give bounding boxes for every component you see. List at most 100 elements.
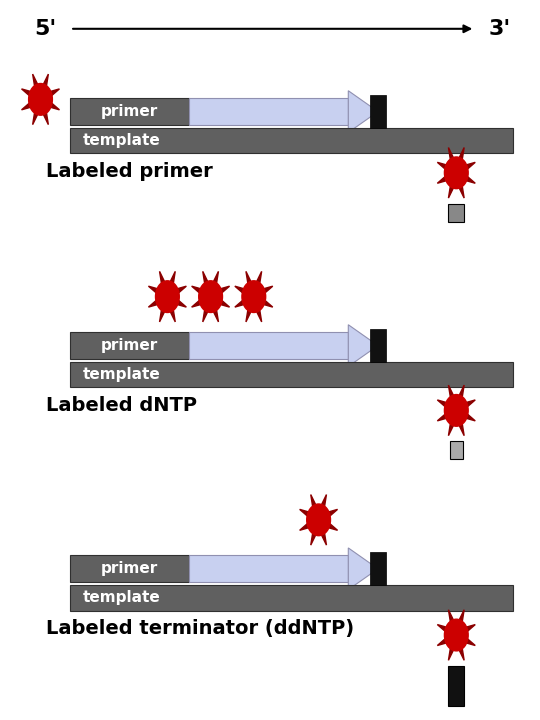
Polygon shape <box>448 633 460 660</box>
Circle shape <box>307 504 330 536</box>
Polygon shape <box>455 405 475 421</box>
Bar <box>189 98 348 125</box>
Polygon shape <box>437 168 458 184</box>
Text: 5': 5' <box>35 19 57 39</box>
Polygon shape <box>235 286 255 302</box>
Polygon shape <box>315 495 327 522</box>
Polygon shape <box>202 294 214 322</box>
Polygon shape <box>209 286 230 302</box>
Polygon shape <box>437 162 458 178</box>
Bar <box>70 98 189 125</box>
Polygon shape <box>252 286 273 302</box>
Text: primer: primer <box>101 104 158 119</box>
Polygon shape <box>32 74 44 102</box>
Polygon shape <box>453 610 464 637</box>
Text: Labeled primer: Labeled primer <box>46 162 213 181</box>
Bar <box>70 362 513 387</box>
Polygon shape <box>310 495 322 522</box>
Bar <box>370 552 386 585</box>
Polygon shape <box>148 286 169 302</box>
Bar <box>189 555 348 582</box>
Polygon shape <box>453 408 464 436</box>
Circle shape <box>444 157 468 189</box>
Polygon shape <box>455 624 475 640</box>
Polygon shape <box>453 385 464 413</box>
Polygon shape <box>437 400 458 415</box>
Polygon shape <box>246 271 258 299</box>
Bar <box>448 666 464 706</box>
Polygon shape <box>207 294 219 322</box>
Polygon shape <box>448 408 460 436</box>
Text: primer: primer <box>101 562 158 576</box>
Polygon shape <box>207 271 219 299</box>
Polygon shape <box>164 271 176 299</box>
Polygon shape <box>209 292 230 307</box>
Polygon shape <box>166 286 186 302</box>
Text: template: template <box>83 590 160 606</box>
Circle shape <box>444 395 468 426</box>
Bar <box>448 204 464 222</box>
Polygon shape <box>455 400 475 415</box>
Bar <box>370 95 386 128</box>
Text: 3': 3' <box>489 19 511 39</box>
Bar <box>70 555 189 582</box>
Polygon shape <box>455 630 475 646</box>
Polygon shape <box>166 292 186 307</box>
Circle shape <box>242 281 266 312</box>
Text: primer: primer <box>101 338 158 353</box>
Polygon shape <box>448 148 460 175</box>
Polygon shape <box>348 548 378 590</box>
Polygon shape <box>300 515 320 531</box>
Text: template: template <box>83 133 160 148</box>
Polygon shape <box>315 518 327 545</box>
Polygon shape <box>437 405 458 421</box>
Circle shape <box>156 281 179 312</box>
Bar <box>70 332 189 359</box>
Bar <box>370 329 386 362</box>
Polygon shape <box>202 271 214 299</box>
Polygon shape <box>455 162 475 178</box>
Bar <box>449 441 463 459</box>
Polygon shape <box>37 97 49 125</box>
Polygon shape <box>39 94 59 110</box>
Polygon shape <box>317 509 338 525</box>
Bar <box>70 585 513 611</box>
Polygon shape <box>192 292 212 307</box>
Polygon shape <box>310 518 322 545</box>
Circle shape <box>199 281 222 312</box>
Text: Labeled dNTP: Labeled dNTP <box>46 396 197 415</box>
Circle shape <box>444 619 468 651</box>
Polygon shape <box>348 325 378 366</box>
Circle shape <box>29 84 52 115</box>
Polygon shape <box>235 292 255 307</box>
Polygon shape <box>159 294 171 322</box>
Polygon shape <box>159 271 171 299</box>
Polygon shape <box>448 610 460 637</box>
Polygon shape <box>453 633 464 660</box>
Polygon shape <box>192 286 212 302</box>
Polygon shape <box>252 292 273 307</box>
Polygon shape <box>246 294 258 322</box>
Polygon shape <box>448 385 460 413</box>
Polygon shape <box>22 94 42 110</box>
Polygon shape <box>317 515 338 531</box>
Polygon shape <box>453 148 464 175</box>
Polygon shape <box>37 74 49 102</box>
Polygon shape <box>348 91 378 132</box>
Polygon shape <box>250 271 262 299</box>
Polygon shape <box>453 171 464 198</box>
Text: Labeled terminator (ddNTP): Labeled terminator (ddNTP) <box>46 619 354 638</box>
Polygon shape <box>300 509 320 525</box>
Polygon shape <box>39 89 59 104</box>
Polygon shape <box>448 171 460 198</box>
Polygon shape <box>32 97 44 125</box>
Bar <box>70 128 513 153</box>
Bar <box>189 332 348 359</box>
Polygon shape <box>250 294 262 322</box>
Polygon shape <box>22 89 42 104</box>
Polygon shape <box>437 624 458 640</box>
Polygon shape <box>455 168 475 184</box>
Polygon shape <box>148 292 169 307</box>
Polygon shape <box>164 294 176 322</box>
Polygon shape <box>437 630 458 646</box>
